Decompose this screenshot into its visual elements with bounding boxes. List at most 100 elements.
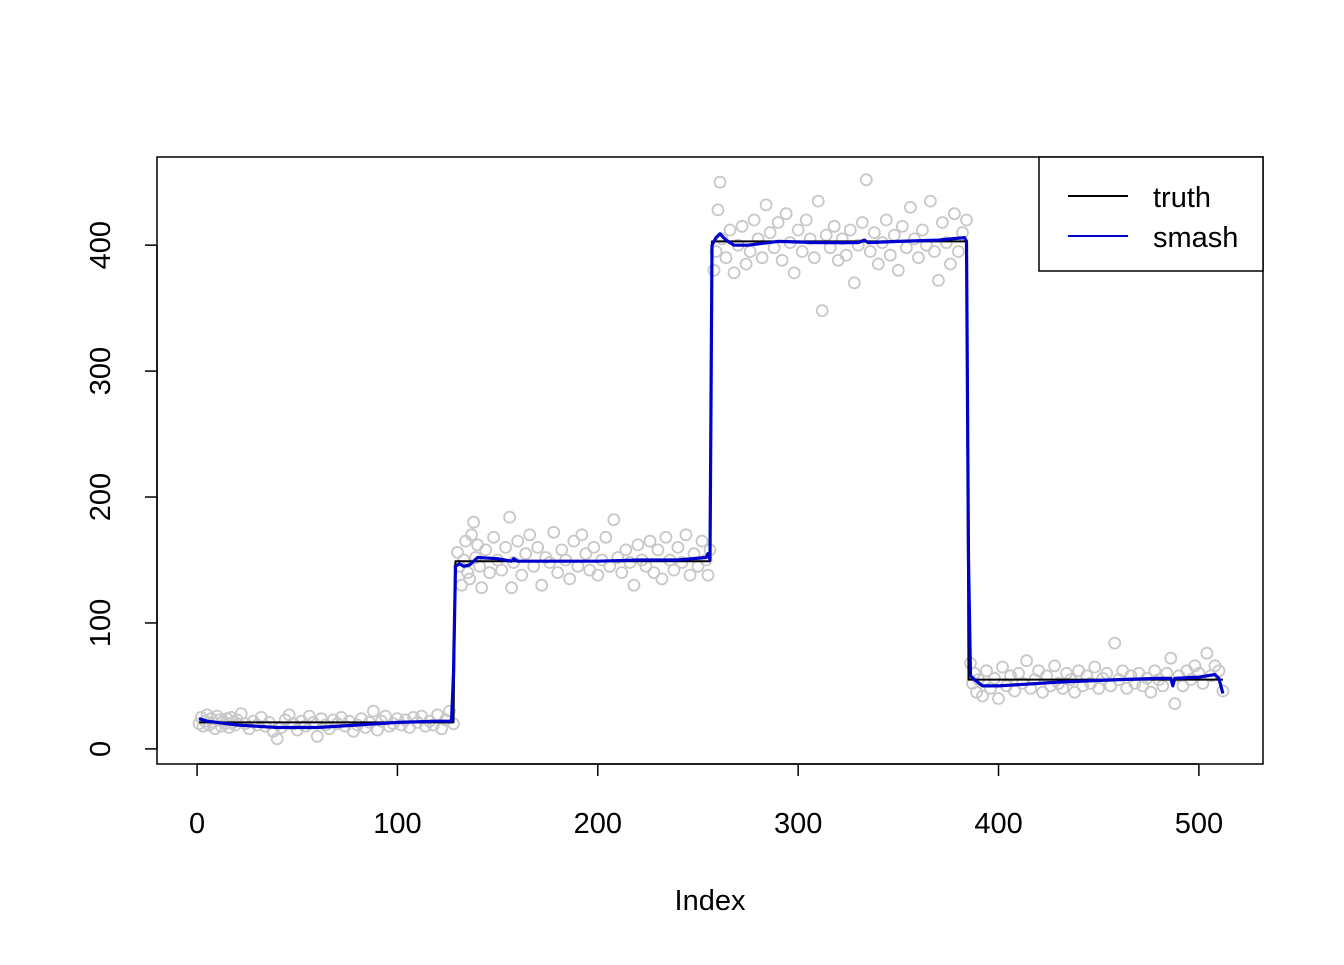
data-point <box>871 257 885 271</box>
data-point <box>739 257 753 271</box>
x-tick-label: 500 <box>1175 808 1223 840</box>
data-point <box>479 543 493 557</box>
data-point <box>916 223 929 237</box>
data-point <box>719 251 733 265</box>
data-point <box>567 534 581 548</box>
data-point <box>867 226 881 240</box>
data-point <box>891 263 905 277</box>
data-point <box>924 194 937 208</box>
data-point <box>655 572 669 586</box>
x-tick-label: 400 <box>974 808 1022 840</box>
data-point <box>683 568 697 582</box>
data-point <box>988 672 1001 685</box>
data-point <box>835 232 849 246</box>
data-point <box>631 538 645 552</box>
data-point <box>487 530 501 544</box>
data-point <box>1188 659 1202 673</box>
data-point <box>713 175 727 189</box>
data-point <box>366 704 380 718</box>
x-tick-label: 0 <box>189 808 205 840</box>
data-point <box>511 534 525 548</box>
data-point <box>398 713 412 727</box>
data-point <box>499 541 513 554</box>
data-point <box>465 528 479 542</box>
data-point <box>960 213 973 227</box>
series-line-smash <box>198 232 1225 730</box>
data-point <box>679 528 693 542</box>
data-point <box>1168 697 1182 710</box>
data-point <box>611 551 625 564</box>
data-point <box>390 712 404 726</box>
data-point <box>763 226 777 240</box>
y-tick-label: 100 <box>85 599 117 647</box>
data-point <box>314 712 328 726</box>
data-point <box>827 219 841 233</box>
data-point <box>607 513 621 527</box>
data-point <box>795 245 809 258</box>
data-point <box>1200 646 1214 660</box>
data-point <box>976 689 989 703</box>
data-point <box>651 543 665 557</box>
y-tick-label: 0 <box>85 741 117 757</box>
data-point <box>723 223 737 237</box>
legend-label-smash: smash <box>1153 222 1238 254</box>
data-point <box>803 232 817 246</box>
y-axis: 0 100 200 300 400 <box>85 221 158 757</box>
data-point <box>1020 654 1033 668</box>
data-point <box>1048 659 1061 673</box>
data-point <box>467 515 481 529</box>
data-point <box>807 251 821 265</box>
data-point <box>519 547 533 561</box>
data-point <box>851 238 865 252</box>
x-axis: 0 100 200 300 400 500 <box>189 763 1223 840</box>
data-point <box>779 207 793 221</box>
data-point <box>515 568 529 582</box>
data-point <box>619 543 633 557</box>
data-point <box>904 200 917 214</box>
data-point <box>615 566 629 579</box>
data-point <box>912 251 925 265</box>
data-point <box>659 530 673 544</box>
x-tick-label: 100 <box>373 808 421 840</box>
data-point <box>936 216 949 229</box>
data-point <box>1164 651 1178 665</box>
data-point <box>643 534 657 548</box>
data-point <box>1216 684 1230 698</box>
data-point <box>1036 685 1049 699</box>
data-point <box>980 664 993 678</box>
data-point <box>992 692 1005 705</box>
data-point <box>623 556 637 569</box>
data-point <box>711 203 725 217</box>
x-tick-label: 300 <box>774 808 822 840</box>
data-point <box>667 563 681 577</box>
data-point <box>1144 685 1158 699</box>
data-point <box>495 563 509 577</box>
series-lines-layer <box>198 232 1225 730</box>
data-point <box>883 248 897 262</box>
data-point <box>727 266 741 280</box>
data-point <box>996 660 1009 674</box>
y-tick-label: 200 <box>85 473 117 521</box>
data-point <box>940 236 953 250</box>
data-point <box>531 541 545 554</box>
data-point <box>759 198 773 212</box>
data-point <box>735 219 749 233</box>
data-point <box>1124 669 1138 683</box>
data-point <box>671 541 685 554</box>
data-point <box>330 717 344 731</box>
x-axis-label: Index <box>675 885 746 917</box>
data-point <box>815 304 829 318</box>
data-point <box>579 547 593 561</box>
y-tick-label: 300 <box>85 347 117 395</box>
data-point <box>1004 669 1017 683</box>
legend-box <box>1038 156 1264 272</box>
data-point <box>747 213 761 227</box>
data-point <box>952 245 965 258</box>
data-point <box>839 248 853 262</box>
data-point <box>535 578 549 592</box>
data-point <box>647 566 661 579</box>
data-point <box>551 566 565 579</box>
x-tick-label: 200 <box>574 808 622 840</box>
